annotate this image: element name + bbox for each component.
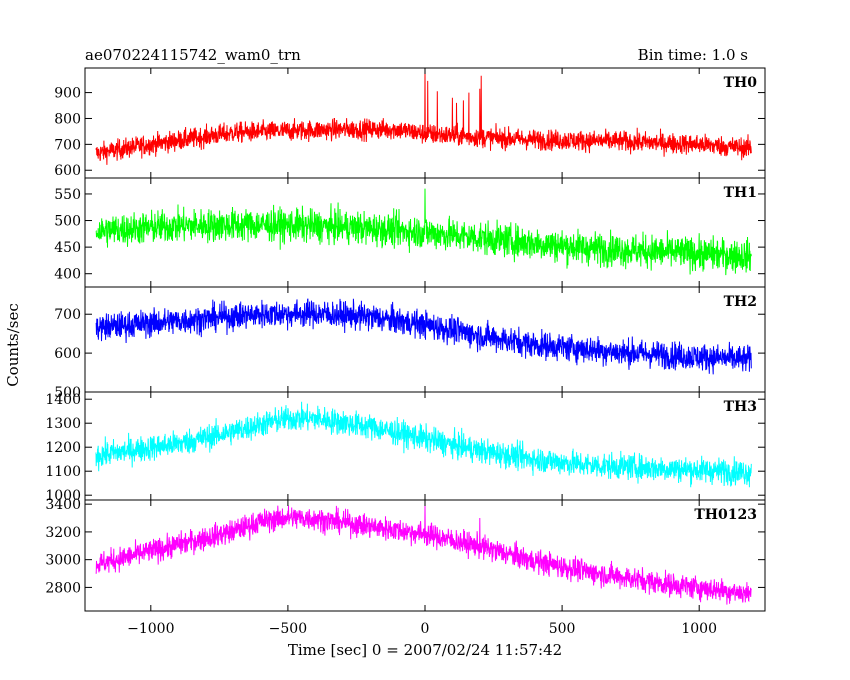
y-tick-label: 450 — [54, 240, 81, 256]
chart-title: ae070224115742_wam0_trn — [85, 46, 301, 64]
series-th2-line — [95, 298, 752, 375]
y-tick-label: 600 — [54, 346, 81, 362]
y-tick-label: 1400 — [45, 392, 81, 408]
y-tick-label: 2800 — [45, 580, 81, 596]
x-axis-label: Time [sec] 0 = 2007/02/24 11:57:42 — [288, 641, 562, 659]
y-tick-label: 900 — [54, 86, 81, 102]
y-tick-label: 700 — [54, 307, 81, 323]
series-th0123-line — [95, 503, 752, 605]
x-axis: −1000 −500 0 500 1000 — [127, 621, 717, 637]
x-tick-label: −500 — [269, 621, 307, 637]
panel-name-th0123: TH0123 — [694, 507, 757, 523]
y-tick-label: 3000 — [45, 553, 81, 569]
panel-name-th2: TH2 — [724, 294, 757, 310]
series-th0-line — [95, 69, 752, 165]
y-tick-label: 500 — [54, 214, 81, 230]
panel-th0: 600 700 800 900 TH0 — [54, 67, 766, 179]
x-tick-label: 0 — [421, 621, 430, 637]
x-tick-label: −1000 — [127, 621, 174, 637]
y-tick-label: 500 — [54, 385, 81, 401]
panel-name-th3: TH3 — [724, 399, 757, 415]
y-tick-label: 1100 — [45, 464, 81, 480]
y-tick-label: 400 — [54, 267, 81, 283]
y-tick-label: 3200 — [45, 525, 81, 541]
x-tick-label: 500 — [549, 621, 576, 637]
x-tick-label: 1000 — [681, 621, 717, 637]
y-tick-label: 550 — [54, 187, 81, 203]
panel-th3: 1000 1100 1200 1300 1400 TH3 — [45, 391, 766, 504]
y-tick-label: 1200 — [45, 440, 81, 456]
y-tick-label: 600 — [54, 163, 81, 179]
panel-th1: 400 450 500 550 TH1 — [54, 177, 766, 288]
panel-th0123: 2800 3000 3200 3400 TH0123 — [45, 497, 766, 612]
y-tick-label: 800 — [54, 111, 81, 127]
series-th3-line — [95, 401, 752, 488]
y-tick-label: 1000 — [45, 488, 81, 504]
y-tick-label: 700 — [54, 137, 81, 153]
y-tick-label: 3400 — [45, 497, 81, 513]
bin-time-label: Bin time: 1.0 s — [638, 46, 748, 64]
y-axis-label: Counts/sec — [4, 303, 22, 387]
series-th1-line — [95, 188, 752, 276]
panel-name-th0: TH0 — [724, 75, 758, 91]
panels-group: 600 700 800 900 TH0 400 450 500 550 TH1 500 600 700 T… — [45, 67, 766, 612]
panel-th2: 500 600 700 TH2 — [54, 286, 766, 401]
panel-name-th1: TH1 — [724, 185, 757, 201]
y-tick-label: 1300 — [45, 416, 81, 432]
